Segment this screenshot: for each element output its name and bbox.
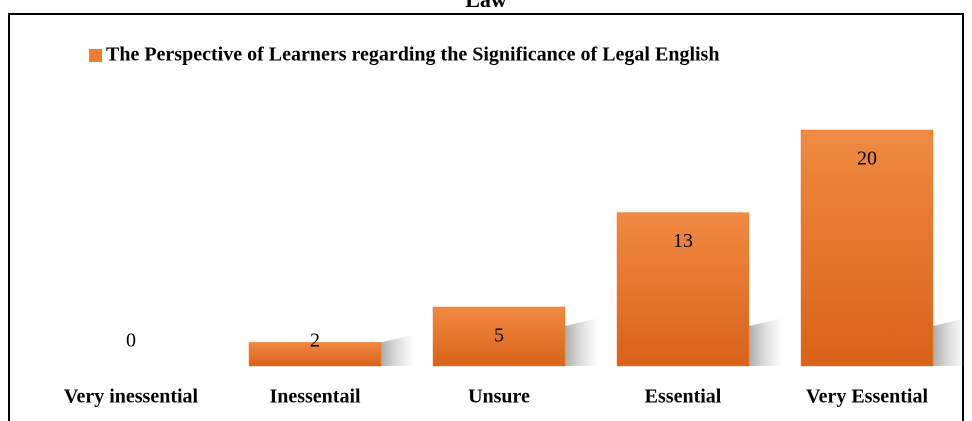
legend-swatch [89, 49, 102, 62]
bar [248, 342, 382, 367]
value-label: 2 [310, 330, 320, 352]
value-label: 20 [857, 148, 877, 170]
bar-shadow [381, 334, 415, 366]
bar [432, 306, 566, 367]
value-label: 5 [494, 325, 504, 347]
value-label: 13 [673, 230, 693, 252]
bar [616, 212, 750, 367]
bar-shadow [749, 318, 783, 366]
x-tick-label: Very inessential [64, 386, 199, 408]
x-tick-label: Unsure [468, 386, 530, 408]
bar-shadow [933, 318, 967, 366]
chart-border [8, 13, 964, 421]
x-tick-label: Essential [645, 386, 722, 408]
bar [800, 129, 934, 367]
bar-shadow [565, 318, 599, 366]
x-tick-label: Inessentail [269, 386, 361, 408]
x-tick-label: Very Essential [806, 386, 928, 408]
legend-label: The Perspective of Learners regarding th… [106, 44, 719, 66]
value-label: 0 [126, 330, 136, 352]
chart-title: Law [465, 0, 507, 12]
